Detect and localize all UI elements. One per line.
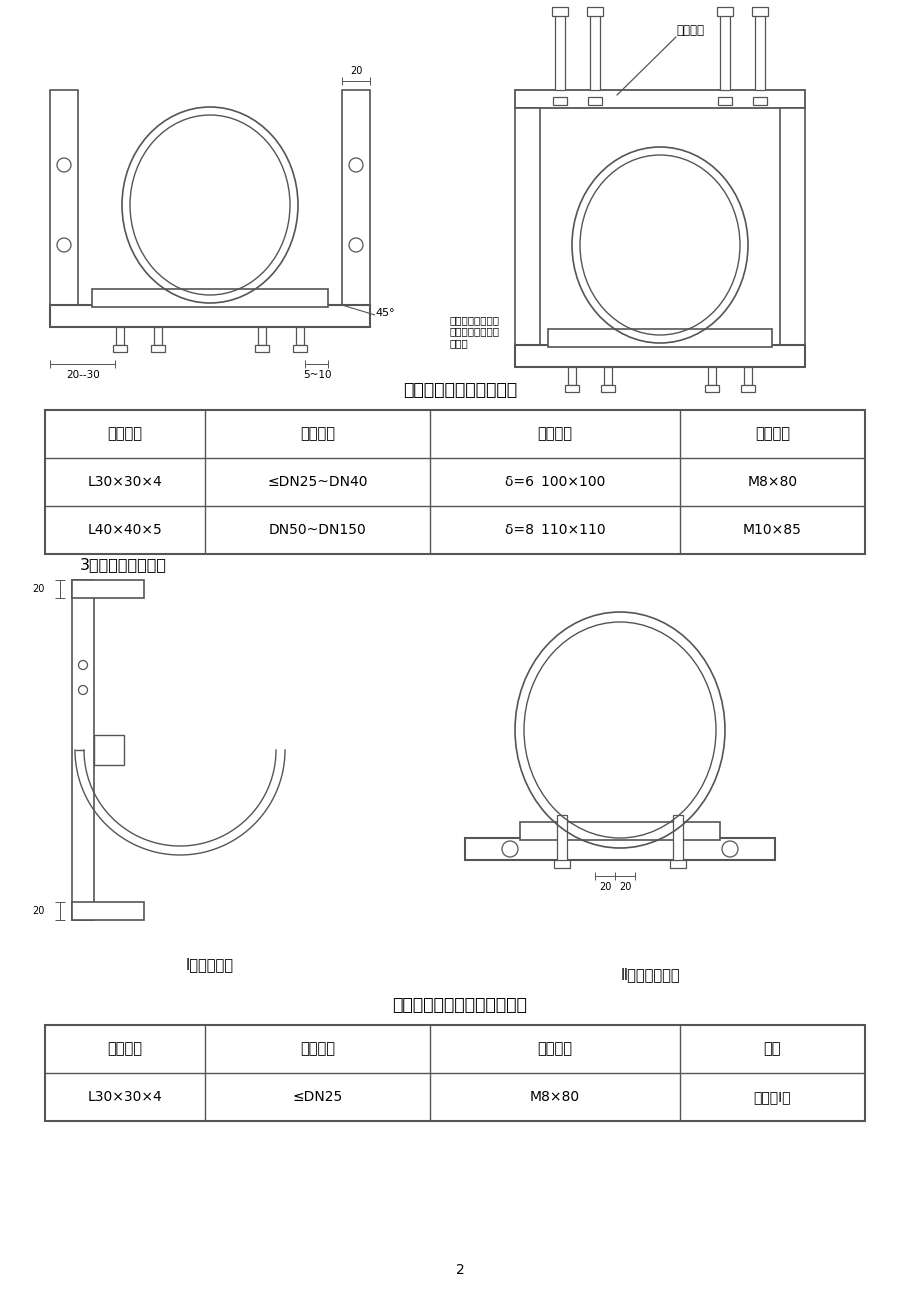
Bar	[113, 345, 127, 352]
Bar	[600, 385, 614, 392]
Text: 2: 2	[455, 1263, 464, 1277]
Text: M8×80: M8×80	[746, 475, 797, 490]
Bar	[751, 7, 767, 16]
Text: ≤DN25~DN40: ≤DN25~DN40	[267, 475, 368, 490]
Text: 5~10: 5~10	[302, 370, 331, 380]
Circle shape	[57, 238, 71, 253]
Text: ≤DN25: ≤DN25	[292, 1090, 342, 1104]
Bar	[704, 385, 719, 392]
Bar	[586, 7, 602, 16]
Bar	[92, 289, 328, 307]
Text: （根据角钢大小而
选定，其余倒角类
同。）: （根据角钢大小而 选定，其余倒角类 同。）	[449, 315, 499, 348]
Bar	[604, 367, 611, 385]
Text: 20--30: 20--30	[66, 370, 100, 380]
Bar	[72, 902, 144, 921]
Text: 适用管道: 适用管道	[300, 1042, 335, 1056]
Circle shape	[78, 685, 87, 694]
Text: 适用于Ⅰ型: 适用于Ⅰ型	[753, 1090, 790, 1104]
Bar	[515, 90, 804, 108]
Text: M8×80: M8×80	[529, 1090, 580, 1104]
Bar	[556, 815, 566, 862]
Bar	[740, 385, 754, 392]
Bar	[45, 1025, 864, 1121]
Text: M10×85: M10×85	[743, 523, 801, 536]
Text: 备注: 备注	[763, 1042, 780, 1056]
Bar	[72, 579, 144, 598]
Bar	[548, 329, 771, 348]
Bar	[72, 579, 94, 921]
Circle shape	[348, 238, 363, 253]
Bar	[519, 822, 720, 840]
Text: 支架型材: 支架型材	[108, 1042, 142, 1056]
Text: 20: 20	[349, 66, 362, 76]
Text: 膨胀螺栓: 膨胀螺栓	[537, 1042, 572, 1056]
Bar	[551, 7, 567, 16]
Bar	[752, 98, 766, 105]
Text: 20: 20	[32, 585, 45, 594]
Text: L30×30×4: L30×30×4	[87, 475, 162, 490]
Bar	[564, 385, 578, 392]
Bar	[589, 16, 599, 90]
Text: 单支角钢式支吊架材料适用表: 单支角钢式支吊架材料适用表	[392, 996, 527, 1014]
Bar	[567, 367, 575, 385]
Bar	[779, 108, 804, 363]
Circle shape	[348, 158, 363, 172]
Text: 45°: 45°	[375, 309, 394, 318]
Bar	[296, 327, 303, 345]
Bar	[45, 410, 864, 553]
Text: 适用管道: 适用管道	[300, 427, 335, 441]
Bar	[464, 838, 774, 861]
Text: 20: 20	[618, 881, 630, 892]
Text: DN50~DN150: DN50~DN150	[268, 523, 366, 536]
Bar	[255, 345, 268, 352]
Circle shape	[57, 158, 71, 172]
Text: L30×30×4: L30×30×4	[87, 1090, 162, 1104]
Bar	[669, 861, 686, 868]
Bar	[50, 90, 78, 320]
Text: 20: 20	[32, 906, 45, 917]
Text: δ=8 110×110: δ=8 110×110	[505, 523, 605, 536]
Bar	[554, 16, 564, 90]
Text: 倒吊钢板: 倒吊钢板	[675, 23, 703, 36]
Circle shape	[502, 841, 517, 857]
Bar	[515, 108, 539, 363]
Bar	[342, 90, 369, 320]
Text: L40×40×5: L40×40×5	[87, 523, 162, 536]
Bar	[515, 345, 804, 367]
Text: 3、　单支角钢支架: 3、 单支角钢支架	[80, 557, 167, 573]
Text: Ⅰ型（吊式）: Ⅰ型（吊式）	[186, 957, 233, 973]
Bar	[743, 367, 751, 385]
Bar	[587, 98, 601, 105]
Circle shape	[78, 660, 87, 669]
Bar	[673, 815, 682, 862]
Text: δ=6 100×100: δ=6 100×100	[505, 475, 605, 490]
Bar	[153, 327, 162, 345]
Bar	[552, 98, 566, 105]
Text: Ⅱ型（横担式）: Ⅱ型（横担式）	[619, 967, 679, 983]
Bar	[716, 7, 732, 16]
Bar	[717, 98, 732, 105]
Bar	[720, 16, 729, 90]
Bar	[553, 861, 570, 868]
Bar	[94, 736, 124, 766]
Bar	[50, 305, 369, 327]
Text: 龙门式支吊架材料适用表: 龙门式支吊架材料适用表	[403, 381, 516, 398]
Bar	[151, 345, 165, 352]
Bar	[754, 16, 765, 90]
Text: 膨胀螺栓: 膨胀螺栓	[754, 427, 789, 441]
Bar	[708, 367, 715, 385]
Text: 支架型材: 支架型材	[108, 427, 142, 441]
Bar	[116, 327, 124, 345]
Text: 20: 20	[598, 881, 610, 892]
Text: 倒吊钢板: 倒吊钢板	[537, 427, 572, 441]
Bar	[292, 345, 307, 352]
Circle shape	[721, 841, 737, 857]
Bar	[257, 327, 266, 345]
